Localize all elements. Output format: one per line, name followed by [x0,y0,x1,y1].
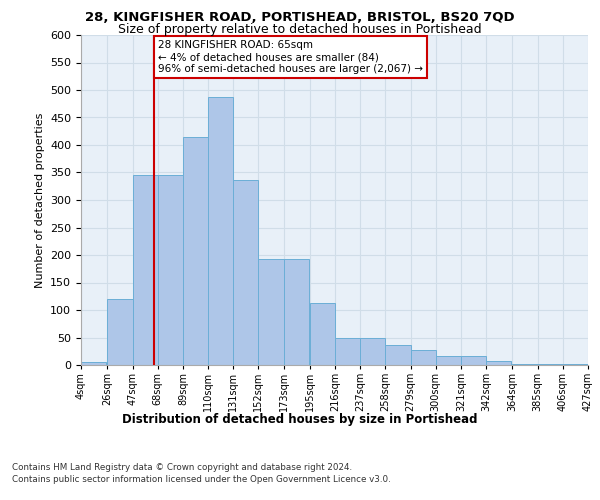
Text: Contains HM Land Registry data © Crown copyright and database right 2024.: Contains HM Land Registry data © Crown c… [12,462,352,471]
Bar [183,136,208,365]
Bar [81,362,106,365]
Text: 28, KINGFISHER ROAD, PORTISHEAD, BRISTOL, BS20 7QD: 28, KINGFISHER ROAD, PORTISHEAD, BRISTOL… [85,11,515,24]
Bar [158,176,183,365]
Bar [233,180,259,365]
Bar [486,360,511,365]
Bar [538,364,563,365]
Bar [310,303,335,365]
Text: 28 KINGFISHER ROAD: 65sqm
← 4% of detached houses are smaller (84)
96% of semi-d: 28 KINGFISHER ROAD: 65sqm ← 4% of detach… [158,40,423,74]
Text: Distribution of detached houses by size in Portishead: Distribution of detached houses by size … [122,412,478,426]
Bar [208,97,233,365]
Bar [385,344,410,365]
Bar [133,176,158,365]
Text: Contains public sector information licensed under the Open Government Licence v3: Contains public sector information licen… [12,475,391,484]
Bar [436,356,461,365]
Bar [360,338,385,365]
Text: Size of property relative to detached houses in Portishead: Size of property relative to detached ho… [118,22,482,36]
Bar [512,364,538,365]
Bar [335,338,360,365]
Bar [410,350,436,365]
Bar [284,260,309,365]
Bar [107,299,133,365]
Bar [563,364,588,365]
Bar [259,259,284,365]
Y-axis label: Number of detached properties: Number of detached properties [35,112,44,288]
Bar [461,356,486,365]
